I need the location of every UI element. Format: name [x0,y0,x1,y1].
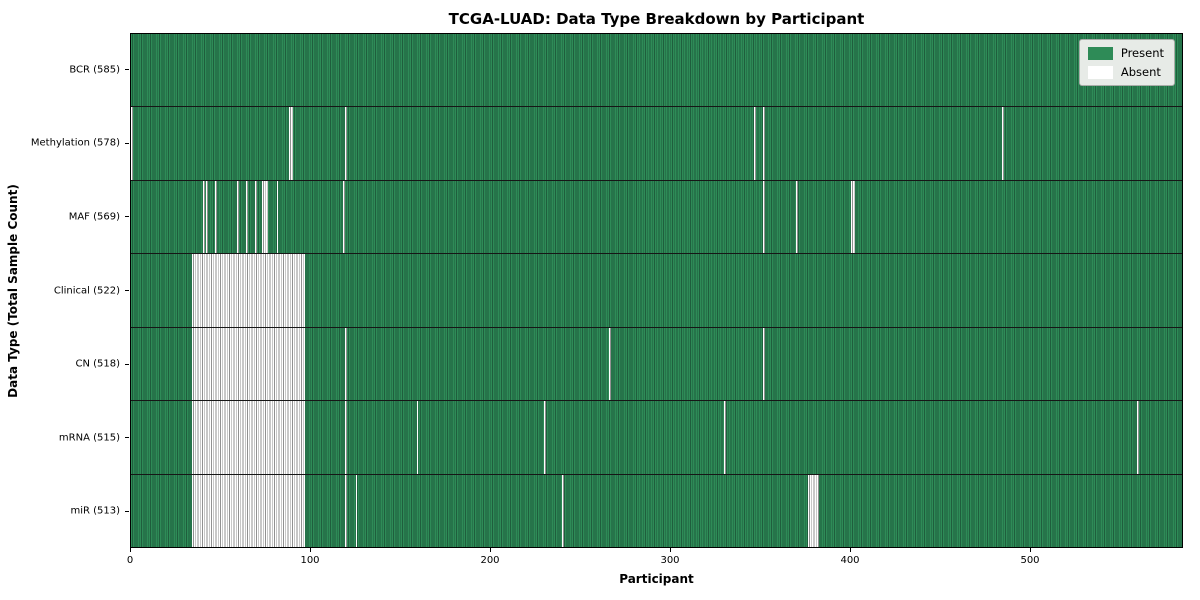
y-tick-mark [125,510,129,512]
y-tick-mark [125,363,129,365]
x-tick-label: 500 [1020,555,1040,566]
absent-run [723,401,726,474]
chart-title: TCGA-LUAD: Data Type Breakdown by Partic… [448,10,865,28]
absent-run [206,180,209,254]
x-tick-mark [310,548,311,552]
x-tick-mark [670,548,671,552]
absent-run [344,107,347,180]
absent-run [795,180,798,254]
absent-run [344,327,347,401]
absent-run [808,474,820,547]
legend-label-present: Present [1120,46,1164,60]
absent-run [236,180,239,254]
absent-run [262,180,268,254]
y-tick-label-methylation: Methylation (578) [30,137,120,149]
absent-run [254,180,257,254]
absent-run [192,474,306,547]
plot-area: Present Absent [130,33,1183,548]
y-axis-tick-marks [125,33,129,548]
absent-run [355,474,358,547]
heatmap-rows [131,34,1182,547]
absent-run [192,401,306,474]
heatmap-row-clinical [131,254,1182,328]
y-tick-label-maf: MAF (569) [68,211,120,223]
absent-run [215,180,218,254]
legend-swatch-present-icon [1087,46,1113,60]
absent-run [851,180,855,254]
x-axis-tick-labels: 0 100 200 300 400 500 [126,555,1183,568]
absent-run [608,327,611,401]
x-tick-label: 300 [660,555,680,566]
y-axis-label: Data Type (Total Sample Count) [6,184,20,398]
absent-run [763,327,766,401]
absent-run [202,180,205,254]
y-tick-label-mrna: mRNA (515) [58,432,120,444]
y-tick-mark [125,142,129,144]
x-tick-mark [850,548,851,552]
absent-run [245,180,248,254]
absent-run [276,180,279,254]
y-tick-mark [125,216,129,218]
y-tick-mark [125,69,129,71]
absent-run [562,474,564,547]
heatmap-row-methylation [131,107,1182,181]
x-tick-mark [1030,548,1031,552]
heatmap-row-cn [131,327,1182,402]
absent-run [192,254,306,327]
absent-run [342,180,345,254]
x-tick-label: 0 [126,555,134,566]
absent-run [344,401,347,474]
absent-run [544,401,546,474]
y-tick-label-clinical: Clinical (522) [53,285,120,296]
absent-run [344,474,347,547]
y-tick-mark [125,437,129,439]
heatmap-row-mrna [131,401,1182,475]
y-tick-label-bcr: BCR (585) [69,64,120,76]
heatmap-row-bcr [131,34,1182,108]
x-tick-label: 400 [840,555,860,566]
x-tick-label: 100 [300,555,320,566]
y-tick-label-mir: miR (513) [70,505,120,517]
heatmap-row-mir [131,474,1182,547]
y-tick-label-cn: CN (518) [75,358,120,370]
y-tick-mark [125,290,129,291]
x-tick-label: 200 [480,555,500,566]
legend: Present Absent [1078,39,1175,86]
x-axis-tick-marks [130,548,1183,553]
absent-run [131,107,133,180]
absent-run [754,107,757,180]
absent-run [763,180,766,254]
absent-run [289,107,293,180]
x-axis-label: Participant [619,572,694,586]
legend-item-absent: Absent [1087,65,1164,79]
legend-label-absent: Absent [1120,65,1161,79]
legend-swatch-absent-icon [1087,65,1113,79]
absent-run [192,327,306,401]
y-axis-tick-labels: BCR (585) Methylation (578) MAF (569) Clini… [0,33,120,548]
absent-run [1137,401,1139,474]
x-tick-mark [130,548,131,552]
absent-run [1002,107,1005,180]
absent-run [763,107,766,180]
heatmap-row-maf [131,180,1182,255]
legend-item-present: Present [1087,46,1164,60]
x-tick-mark [490,548,491,552]
absent-run [416,401,419,474]
